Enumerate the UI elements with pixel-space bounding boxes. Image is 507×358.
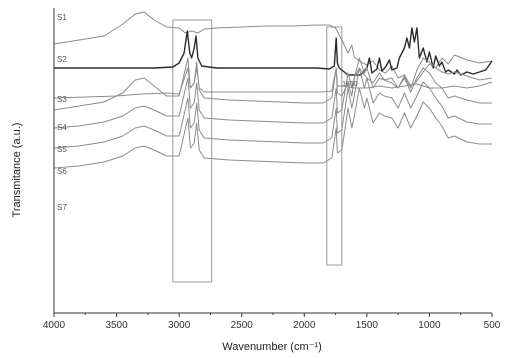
- annotations: 1650: [342, 81, 358, 88]
- highlight-box-1: [172, 19, 213, 283]
- series-label-s1: S1: [57, 13, 67, 22]
- series-label-s6: S6: [57, 167, 67, 176]
- y-axis-title: Transmitance (a.u.): [11, 123, 23, 218]
- series-labels: S1 S2 S3 S4 S5 S6 S7: [57, 13, 67, 212]
- series-label-s4: S4: [57, 123, 67, 132]
- x-tick-label-1000: 1000: [418, 320, 441, 331]
- series-label-s5: S5: [57, 145, 67, 154]
- series-line-s7: [53, 87, 492, 169]
- x-tick-label-4000: 4000: [43, 320, 66, 331]
- series-lines: [53, 11, 493, 169]
- series-line-s1: [53, 11, 493, 87]
- series-line-s6: [53, 67, 492, 149]
- x-tick-label-2000: 2000: [293, 320, 316, 331]
- series-line-s4: [53, 57, 493, 111]
- series-label-s7: S7: [57, 203, 67, 212]
- x-axis-title: Wavenumber (cm⁻¹): [222, 341, 322, 353]
- series-label-s3: S3: [57, 95, 67, 104]
- series-line-s5: [53, 57, 492, 129]
- series-line-s3: [53, 67, 493, 99]
- axes: 4000 3500 3000 2500 2000 1500 1000 500: [43, 8, 501, 331]
- series-line-s2: [54, 27, 493, 76]
- x-tick-label-3500: 3500: [105, 320, 128, 331]
- series-label-s2: S2: [57, 55, 67, 64]
- x-tick-label-1500: 1500: [356, 320, 379, 331]
- x-tick-label-500: 500: [484, 320, 501, 331]
- x-tick-label-3000: 3000: [168, 320, 191, 331]
- x-tick-label-2500: 2500: [231, 320, 254, 331]
- annotation-1: 1650: [342, 81, 358, 88]
